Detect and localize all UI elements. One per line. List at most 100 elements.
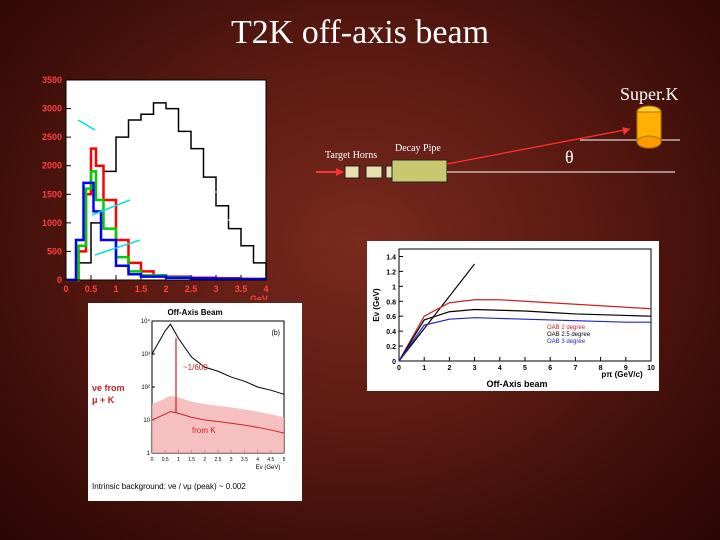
chart3-caption: Intrinsic background: νe / νμ (peak) ~ 0…: [92, 482, 246, 491]
chart2-xtick-label: 9: [624, 365, 628, 372]
chart1-xlabel: GeV: [250, 294, 268, 300]
chart1-xtick-label: 1.5: [135, 284, 148, 294]
beam-arrow-head: [336, 168, 344, 176]
chart3-ytick-label: 10³: [141, 352, 150, 358]
oa25-pointer: [91, 199, 131, 216]
chart3-fromk-label: from K: [192, 426, 216, 435]
chart1-xtick-label: 4: [263, 284, 268, 294]
chart1-series-3: [66, 181, 268, 282]
chart1-xtick-label: 2.5: [185, 284, 198, 294]
chart2-xlabel: pπ (GeV/c): [601, 370, 643, 379]
chart3-xtick-label: 5: [283, 457, 286, 463]
chart2-ytick-label: 1.4: [386, 254, 396, 261]
chart2-ytick-label: 0.8: [386, 299, 396, 306]
chart1-xtick-label: 0: [63, 284, 68, 294]
chart2-ylabel: Eν (GeV): [372, 288, 381, 322]
label-theta: θ: [565, 147, 574, 167]
chart1-ytick-label: 3500: [42, 75, 62, 85]
chart3-xtick-label: 2: [203, 457, 206, 463]
chart3-xtick-label: 3.5: [241, 457, 248, 463]
label-oa2: OA2°: [78, 107, 121, 127]
chart2-ytick-label: 0.6: [386, 314, 396, 321]
chart3-nue-label-1: νe from: [92, 383, 125, 393]
chart1-xtick-label: 2: [163, 284, 168, 294]
chart1-frame: [65, 79, 267, 281]
chart1-ytick-label: 1000: [42, 218, 62, 228]
intrinsic-background-chart: Off-Axis Beam (b) 1 10 10² 10³ 10⁴ 0 0.5 1 1.5 2 2.5…: [88, 303, 302, 501]
chart2-ytick-label: 1.2: [386, 269, 396, 276]
chart3-title: Off-Axis Beam: [167, 308, 222, 317]
chart3-nue-label-2: μ + K: [92, 395, 115, 405]
chart2-legend-entry: OAB 3 degree: [547, 339, 586, 345]
chart2-legend-entry: OAB 2.5 degree: [547, 332, 591, 338]
chart3-panel-label: (b): [271, 330, 280, 337]
slide-title: T2K off-axis beam: [230, 14, 490, 51]
label-oa3: OA3°: [142, 219, 185, 239]
horn-1-icon: [365, 165, 383, 179]
chart1-ytick-label: 500: [47, 246, 62, 256]
target-icon: [344, 165, 360, 179]
chart2-xtick-label: 3: [473, 365, 477, 372]
chart1-ytick-label: 1500: [42, 189, 62, 199]
chart3-nue-band: [152, 395, 284, 453]
chart1-xtick-label: 3: [213, 284, 218, 294]
label-zero-deg: 0°: [197, 96, 211, 112]
chart2-xtick-label: 8: [599, 365, 603, 372]
chart2-series-2: [398, 308, 652, 362]
chart2-ytick-label: 1: [392, 284, 396, 291]
chart1-xtick-label: 3.5: [235, 284, 248, 294]
chart3-ytick-label: 10⁴: [141, 318, 151, 325]
chart3-xtick-label: 0.5: [162, 457, 169, 463]
chart3-ytick-label: 10: [143, 418, 150, 424]
chart3-xtick-label: 3: [230, 457, 233, 463]
chart3-series-0: [151, 323, 285, 395]
chart3-xtick-label: 1: [177, 457, 180, 463]
chart2-frame: [398, 248, 652, 362]
chart1-ytick-label: 3000: [42, 104, 62, 114]
chart3-series-1: [151, 411, 285, 434]
chart3-xtick-label: 0: [151, 457, 154, 463]
off-axis-kinematics-chart: 0 0.2 0.4 0.6 0.8 1 1.2 1.4 0 1 2 3 4 5 6 7 8 9 10 Eν (GeV)…: [367, 241, 659, 391]
beamline-diagram: [316, 105, 680, 183]
chart1-xtick-label: 1: [113, 284, 118, 294]
decay-pipe-icon: [391, 159, 448, 183]
label-superk: Super.K: [620, 84, 679, 104]
chart1-ytick-label: 0: [57, 275, 62, 285]
chart2-xtick-label: 7: [573, 365, 577, 372]
chart2-ytick-label: 0.2: [386, 344, 396, 351]
chart2-ytick-label: 0: [392, 359, 396, 366]
chart3-xtick-label: 1.5: [188, 457, 195, 463]
chart2-xtick-label: 1: [422, 365, 426, 372]
chart3-xlabel: Eν (GeV): [256, 465, 281, 471]
chart2-legend-entry: OAB 2 degree: [547, 325, 586, 331]
oa3-pointer: [94, 239, 141, 256]
chart2-title: Off-Axis beam: [486, 379, 547, 389]
label-oa25: OA2.5°: [130, 180, 186, 200]
chart2-xtick-label: 4: [498, 365, 502, 372]
label-target-horns: Target Horns: [325, 150, 378, 161]
chart1-plot-area: [66, 80, 266, 280]
chart1-xtick-label: 0.5: [85, 284, 98, 294]
chart3-ratio-label: ~1/600: [183, 363, 208, 372]
offaxis-line: [446, 128, 631, 165]
chart3-xtick-label: 2.5: [215, 457, 222, 463]
chart1-ytick-label: 2500: [42, 132, 62, 142]
chart2-xtick-label: 5: [523, 365, 527, 372]
chart3-ytick-label: 10²: [141, 385, 150, 391]
chart3-xtick-label: 4: [256, 457, 259, 463]
chart2-xtick-label: 6: [548, 365, 552, 372]
chart3-ytick-label: 1: [147, 451, 151, 457]
chart1-ytick-label: 2000: [42, 161, 62, 171]
label-decay-pipe: Decay Pipe: [395, 143, 441, 154]
chart2-ytick-label: 0.4: [386, 329, 396, 336]
chart2-xtick-label: 0: [397, 365, 401, 372]
chart2-series-3: [398, 317, 651, 362]
neutrino-spectrum-chart: 0 500 1000 1500 2000 2500 3000 3500 0 0.5 1 1.5 2 2.5…: [42, 75, 269, 300]
chart2-xtick-label: 10: [647, 365, 655, 372]
chart2-series-1: [398, 299, 652, 362]
chart2-series-0: [398, 263, 476, 362]
oa2-pointer: [77, 119, 96, 131]
chart3-xtick-label: 4.5: [267, 457, 274, 463]
chart2-xtick-label: 2: [447, 365, 451, 372]
